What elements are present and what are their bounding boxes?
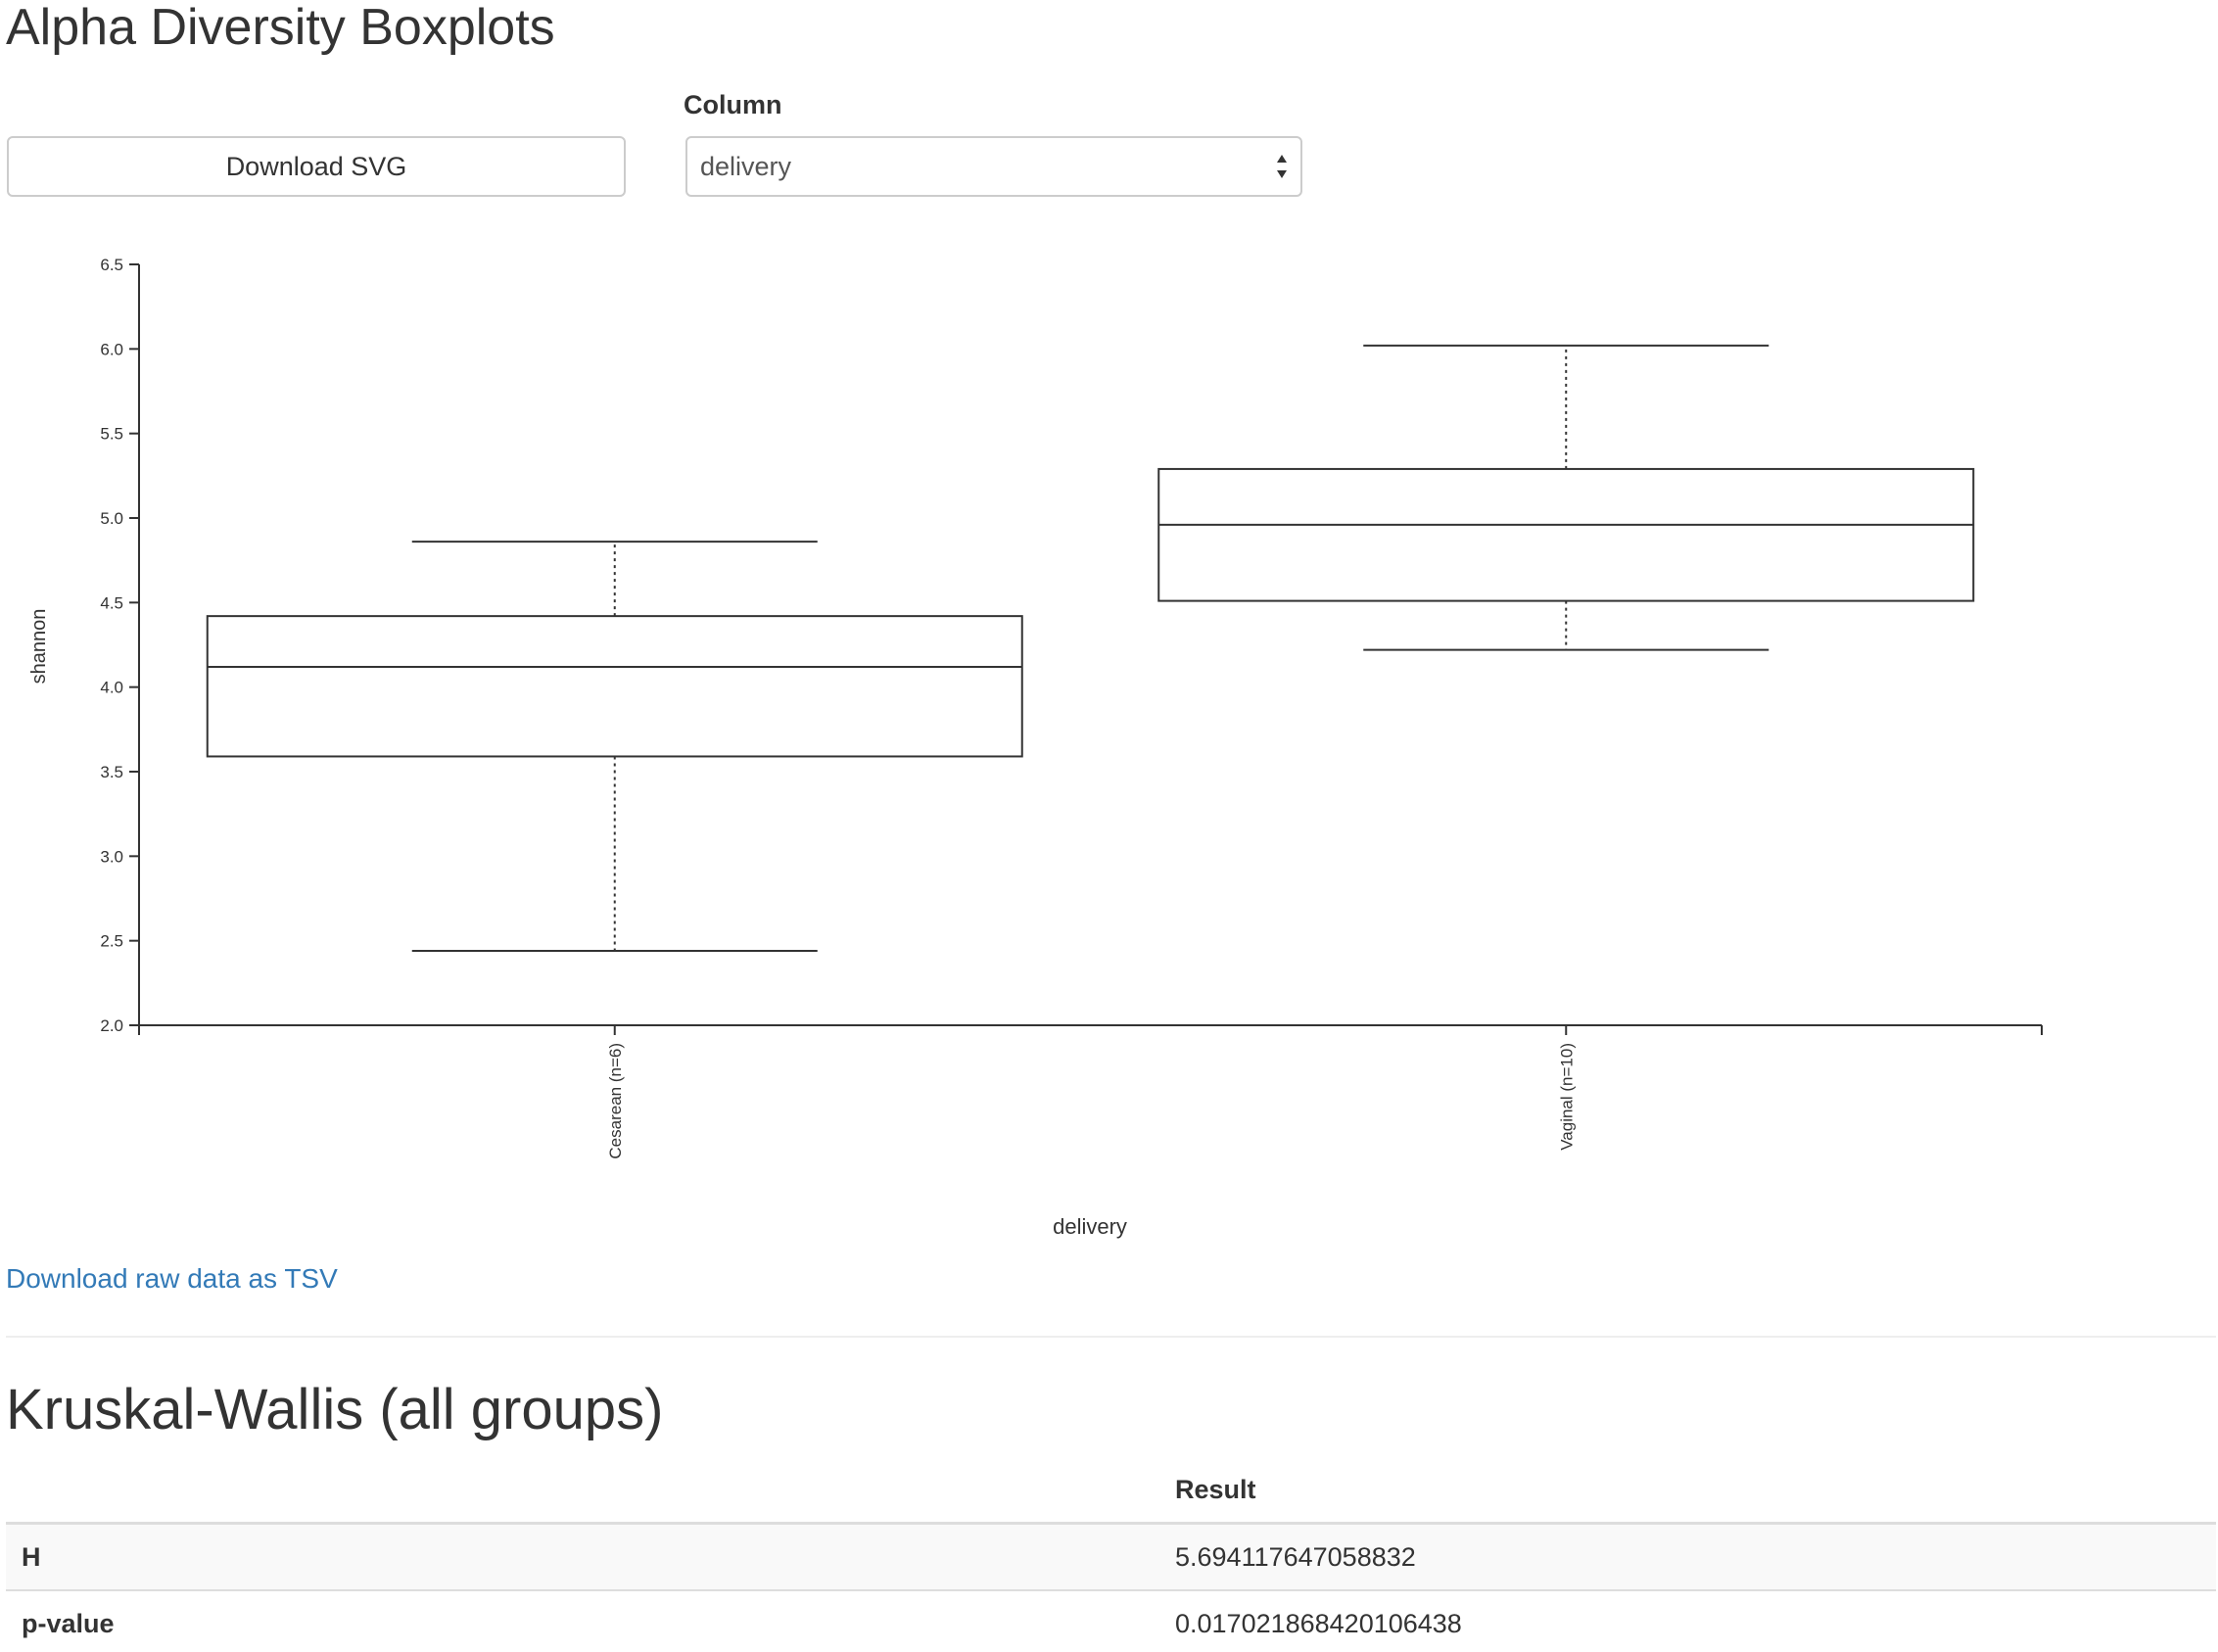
box-iqr bbox=[206, 615, 1023, 758]
y-tick-label: 6.5 bbox=[100, 256, 123, 274]
y-axis-label: shannon bbox=[28, 609, 50, 684]
row-value: 5.694117647058832 bbox=[1159, 1522, 2216, 1590]
kruskal-wallis-title: Kruskal-Wallis (all groups) bbox=[6, 1378, 664, 1441]
x-tick-label: Cesarean (n=6) bbox=[606, 1043, 625, 1159]
y-tick-label: 5.5 bbox=[100, 425, 123, 444]
row-label: H bbox=[6, 1522, 1159, 1590]
table-header-row: Result bbox=[6, 1457, 2216, 1525]
y-tick-label: 4.5 bbox=[100, 593, 123, 612]
row-label: p-value bbox=[6, 1589, 1159, 1652]
table-row: p-value 0.017021868420106438 bbox=[6, 1589, 2216, 1652]
download-svg-button[interactable]: Download SVG bbox=[7, 136, 626, 197]
y-tick-label: 6.0 bbox=[100, 340, 123, 358]
row-value: 0.017021868420106438 bbox=[1159, 1589, 2216, 1652]
y-tick-label: 3.5 bbox=[100, 763, 123, 781]
y-tick-label: 2.0 bbox=[100, 1016, 123, 1035]
x-axis-label: delivery bbox=[1053, 1214, 1127, 1239]
y-tick-label: 4.0 bbox=[100, 679, 123, 697]
page-title: Alpha Diversity Boxplots bbox=[6, 0, 555, 56]
table-header-result: Result bbox=[1159, 1457, 2216, 1525]
table-row: H 5.694117647058832 bbox=[6, 1522, 2216, 1590]
x-tick-label: Vaginal (n=10) bbox=[1557, 1043, 1576, 1151]
table-header-blank bbox=[6, 1457, 1159, 1525]
section-divider bbox=[6, 1336, 2216, 1338]
y-tick-label: 2.5 bbox=[100, 932, 123, 951]
column-select-value: delivery bbox=[700, 152, 792, 181]
results-table: Result H 5.694117647058832 p-value 0.017… bbox=[6, 1457, 2216, 1652]
column-select[interactable]: delivery bbox=[685, 136, 1302, 197]
column-label: Column bbox=[684, 90, 782, 119]
boxplot-chart: shannon delivery 2.0 2.5 3.0 3.5 4.0 4.5 5.0 5.… bbox=[28, 256, 2043, 1239]
y-tick-label: 5.0 bbox=[100, 509, 123, 528]
download-raw-data-link[interactable]: Download raw data as TSV bbox=[6, 1263, 338, 1294]
box-iqr bbox=[1157, 467, 1975, 602]
y-tick-label: 3.0 bbox=[100, 847, 123, 866]
select-arrows-icon bbox=[1277, 155, 1287, 178]
